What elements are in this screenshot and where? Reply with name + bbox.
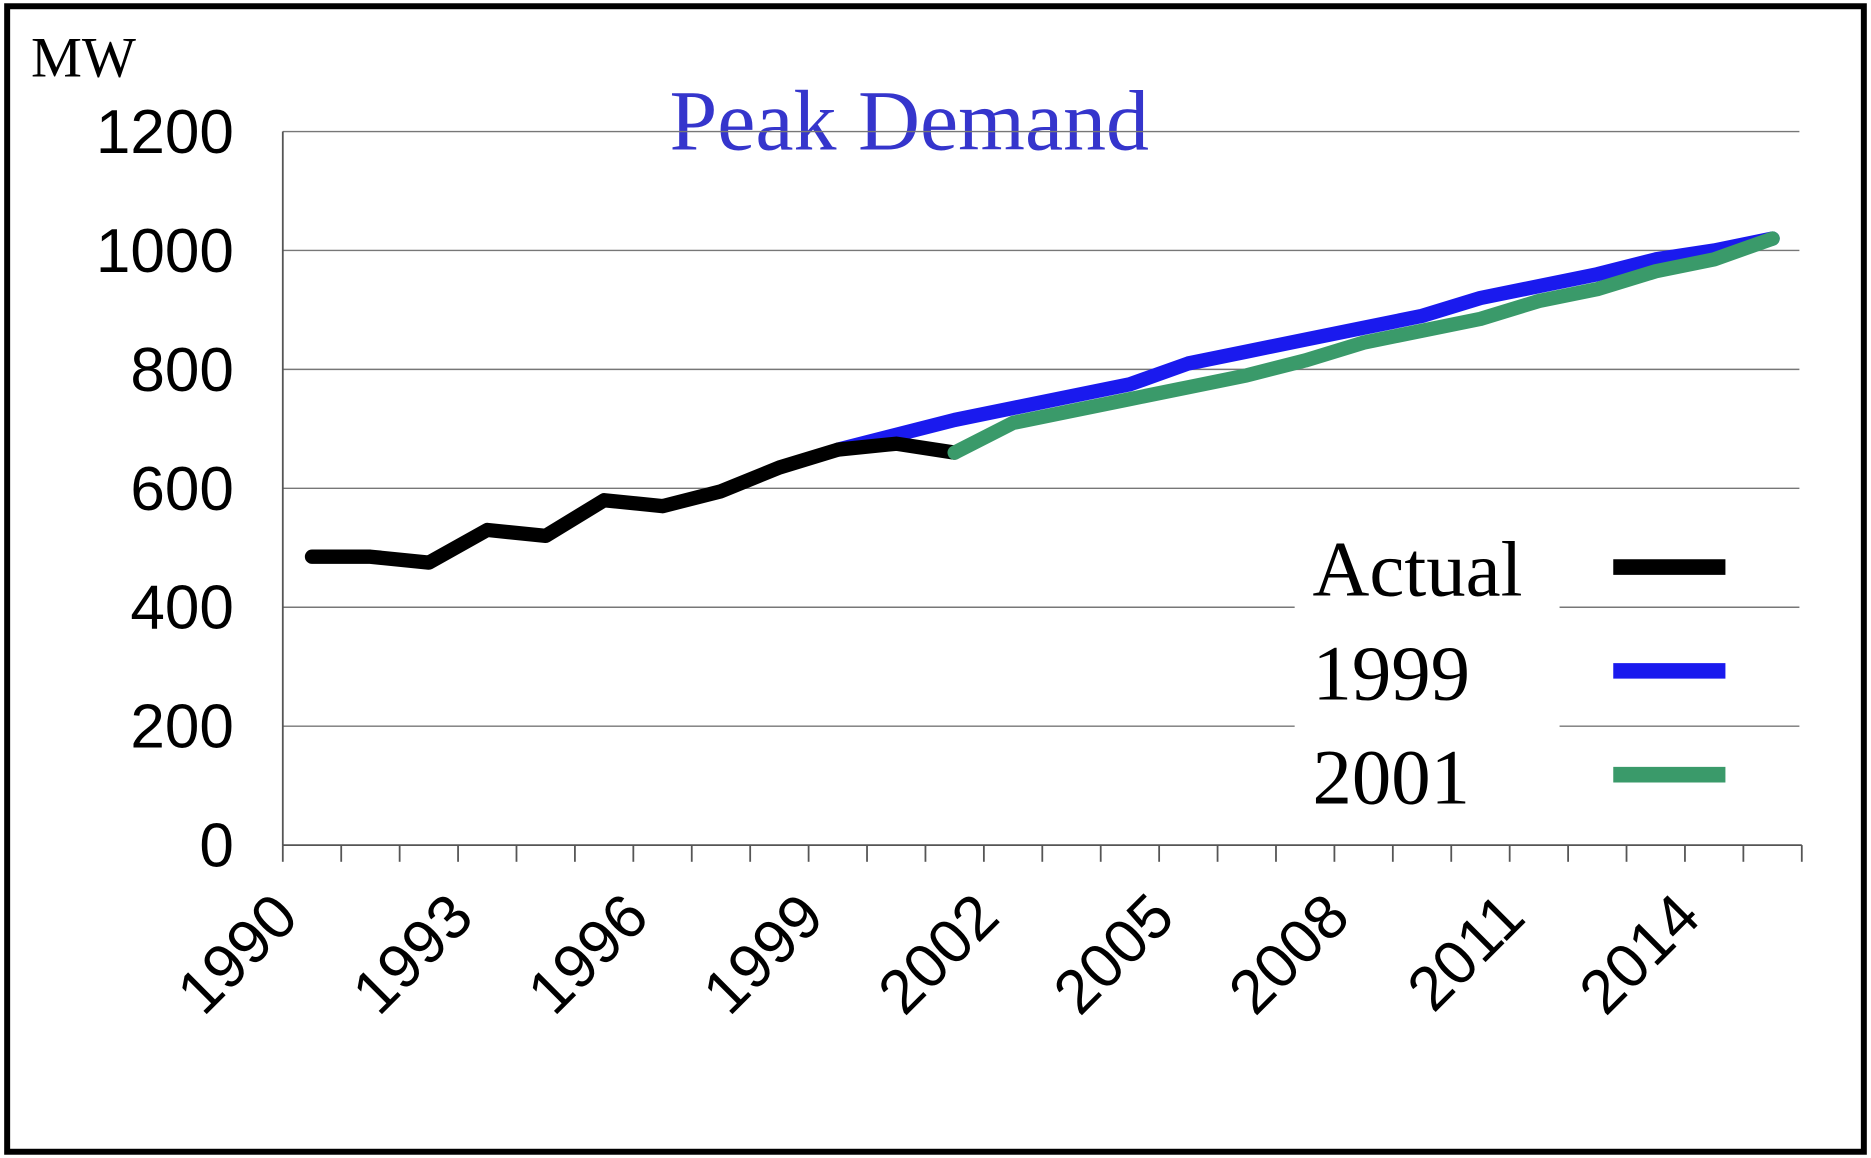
legend: Actual 1999 2001 [1294, 520, 1726, 821]
y-tick-label: 1000 [96, 217, 234, 286]
series-line [830, 231, 1780, 457]
y-tick-label: 400 [130, 574, 234, 643]
y-tick-label: 200 [130, 693, 234, 762]
chart-title: Peak Demand [669, 72, 1148, 168]
y-axis-label: MW [31, 27, 136, 90]
legend-label: 1999 [1313, 631, 1471, 718]
legend-label: Actual [1313, 527, 1523, 614]
y-tick-label: 600 [130, 455, 234, 524]
series-line [304, 436, 962, 570]
series-line [947, 231, 1780, 460]
y-tick-label: 1200 [96, 98, 234, 167]
y-tick-label: 0 [199, 812, 234, 881]
legend-box [1294, 520, 1560, 819]
legend-label: 2001 [1313, 734, 1471, 821]
y-tick-label: 800 [130, 336, 234, 405]
